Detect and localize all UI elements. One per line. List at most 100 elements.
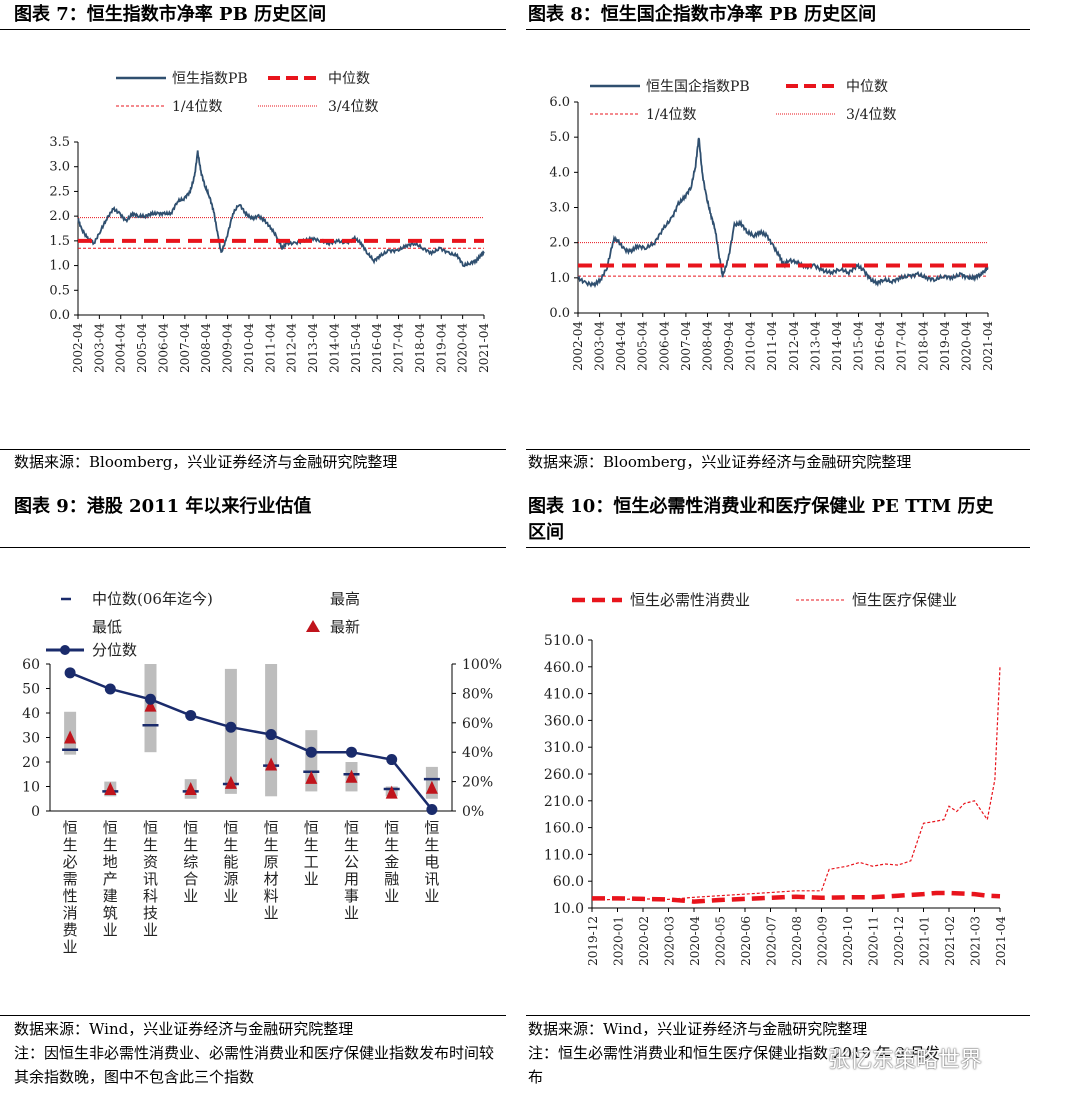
x-tick-label: 2020-02 (637, 916, 651, 966)
y-tick-label: 2.5 (49, 184, 70, 199)
x-tick-label: 2013-04 (808, 321, 822, 371)
x-tick-label: 2016-04 (873, 321, 887, 371)
y-tick-label: 20 (22, 755, 40, 771)
latest-marker (265, 757, 278, 771)
y-tick-label: 2.0 (49, 209, 70, 224)
latest-marker (425, 780, 438, 794)
x-tick-label: 2019-04 (938, 321, 952, 371)
x-tick-label: 2021-04 (981, 321, 995, 371)
divider (0, 29, 506, 30)
range-bar (305, 730, 318, 792)
percentile-point (185, 709, 197, 721)
x-tick-label: 2015-04 (349, 323, 363, 373)
source-note: 数据来源：Wind，兴业证券经济与金融研究院整理 (14, 1020, 354, 1038)
latest-marker (64, 730, 77, 744)
y-tick-label: 210.0 (544, 794, 584, 810)
category-label: 恒生原材料业 (264, 819, 279, 922)
y-tick-label: 510.0 (544, 633, 584, 649)
source-note: 数据来源：Bloomberg，兴业证券经济与金融研究院整理 (14, 453, 398, 471)
figure-title: 图表 10：恒生必需性消费业和医疗保健业 PE TTM 历史区间 (528, 496, 994, 543)
footnote: 注：恒生必需性消费业和恒生医疗保健业指数 2019 年 9 月发布 (528, 1044, 940, 1086)
y-tick-label: 5.0 (549, 130, 570, 145)
x-tick-label: 2020-04 (688, 916, 702, 966)
category-label: 恒生综合业 (183, 819, 198, 905)
y-tick-label: 110.0 (544, 847, 584, 863)
y-tick-label: 40 (22, 706, 40, 722)
category-label: 恒生能源业 (223, 819, 238, 905)
legend-label-s1: 恒生必需性消费业 (630, 591, 750, 609)
x-tick-label: 2020-01 (612, 916, 626, 966)
percentile-point (225, 721, 237, 733)
y2-tick-label: 80% (462, 686, 493, 702)
x-tick-label: 2002-04 (71, 323, 85, 373)
x-tick-label: 2009-04 (221, 323, 235, 373)
x-tick-label: 2021-03 (969, 916, 983, 966)
x-tick-label: 2021-01 (918, 916, 932, 966)
x-tick-label: 2004-04 (614, 321, 628, 371)
legend-label-series: 恒生指数PB (172, 71, 248, 87)
y-tick-label: 10 (22, 780, 40, 796)
series-line-consumer (592, 890, 1001, 904)
x-tick-label: 2013-04 (306, 323, 320, 373)
x-tick-label: 2020-04 (959, 321, 973, 371)
x-tick-label: 2014-04 (830, 321, 844, 371)
source-note: 数据来源：Wind，兴业证券经济与金融研究院整理 (528, 1020, 868, 1038)
y-tick-label: 30 (22, 731, 40, 747)
figure-title: 图表 7：恒生指数市净率 PB 历史区间 (14, 4, 327, 25)
x-tick-label: 2006-04 (156, 323, 170, 373)
x-tick-label: 2020-12 (892, 916, 906, 966)
x-tick-label: 2020-10 (841, 916, 855, 966)
y-tick-label: 3.5 (49, 135, 70, 150)
x-tick-label: 2008-04 (199, 323, 213, 373)
x-tick-label: 2020-09 (816, 916, 830, 966)
x-tick-label: 2019-12 (586, 916, 600, 966)
chart-hscei-pb: 恒生国企指数PB 中位数 1/4位数 3/4位数 0.0 1.0 2.0 3.0 4.0 5.0 6… (549, 78, 995, 371)
y-tick-label: 3.0 (549, 201, 570, 216)
x-tick-label: 2003-04 (593, 321, 607, 371)
x-tick-label: 2021-02 (943, 916, 957, 966)
y2-tick-label: 0% (462, 804, 484, 820)
x-tick-label: 2020-03 (663, 916, 677, 966)
series-line-health (591, 666, 1001, 901)
legend-label-q3: 3/4位数 (328, 99, 379, 115)
legend-label-low: 最低 (92, 618, 122, 636)
legend-label-high: 最高 (330, 590, 360, 608)
legend-swatch-pct-dot (60, 645, 70, 655)
chart-hsi-pb: 恒生指数PB 中位数 1/4位数 3/4位数 0.0 0.5 1.0 1.5 2.0 2.5 3.0… (49, 71, 491, 373)
source-note: 数据来源：Bloomberg，兴业证券经济与金融研究院整理 (528, 453, 912, 471)
y-tick-label: 310.0 (544, 740, 584, 756)
y-tick-label: 60 (22, 657, 40, 673)
x-tick-label: 2018-04 (413, 323, 427, 373)
latest-marker (385, 785, 398, 799)
y-tick-label: 60.0 (553, 874, 584, 890)
y-tick-label: 1.0 (49, 259, 70, 274)
divider (526, 1015, 1030, 1016)
y-tick-label: 0 (31, 804, 40, 820)
x-tick-label: 2010-04 (242, 323, 256, 373)
x-tick-label: 2020-06 (739, 916, 753, 966)
y-tick-label: 3.0 (49, 160, 70, 175)
chart-consumer-health-pe: 恒生必需性消费业 恒生医疗保健业 10.0 60.0 110.0 160.0 210.0 26… (544, 591, 1008, 966)
category-label: 恒生必需性消费业 (63, 819, 78, 956)
y-tick-label: 1.5 (49, 234, 70, 249)
percentile-line (69, 671, 433, 811)
x-tick-label: 2020-05 (714, 916, 728, 966)
x-tick-label: 2020-07 (765, 916, 779, 966)
series-line (77, 150, 485, 268)
series-line (577, 137, 989, 289)
y-tick-label: 1.0 (549, 271, 570, 286)
y-tick-label: 410.0 (544, 687, 584, 703)
y2-tick-label: 20% (462, 775, 493, 791)
x-tick-label: 2020-08 (790, 916, 804, 966)
x-tick-label: 2008-04 (700, 321, 714, 371)
x-tick-label: 2017-04 (392, 323, 406, 373)
category-label: 恒生公用事业 (344, 819, 359, 922)
legend-label-q3: 3/4位数 (846, 107, 897, 123)
y-tick-label: 0.0 (549, 306, 570, 321)
x-tick-label: 2010-04 (744, 321, 758, 371)
percentile-point (104, 683, 116, 695)
category-label: 恒生电讯业 (424, 819, 439, 905)
y2-tick-label: 100% (462, 657, 502, 673)
legend-label-pct: 分位数 (92, 641, 137, 659)
